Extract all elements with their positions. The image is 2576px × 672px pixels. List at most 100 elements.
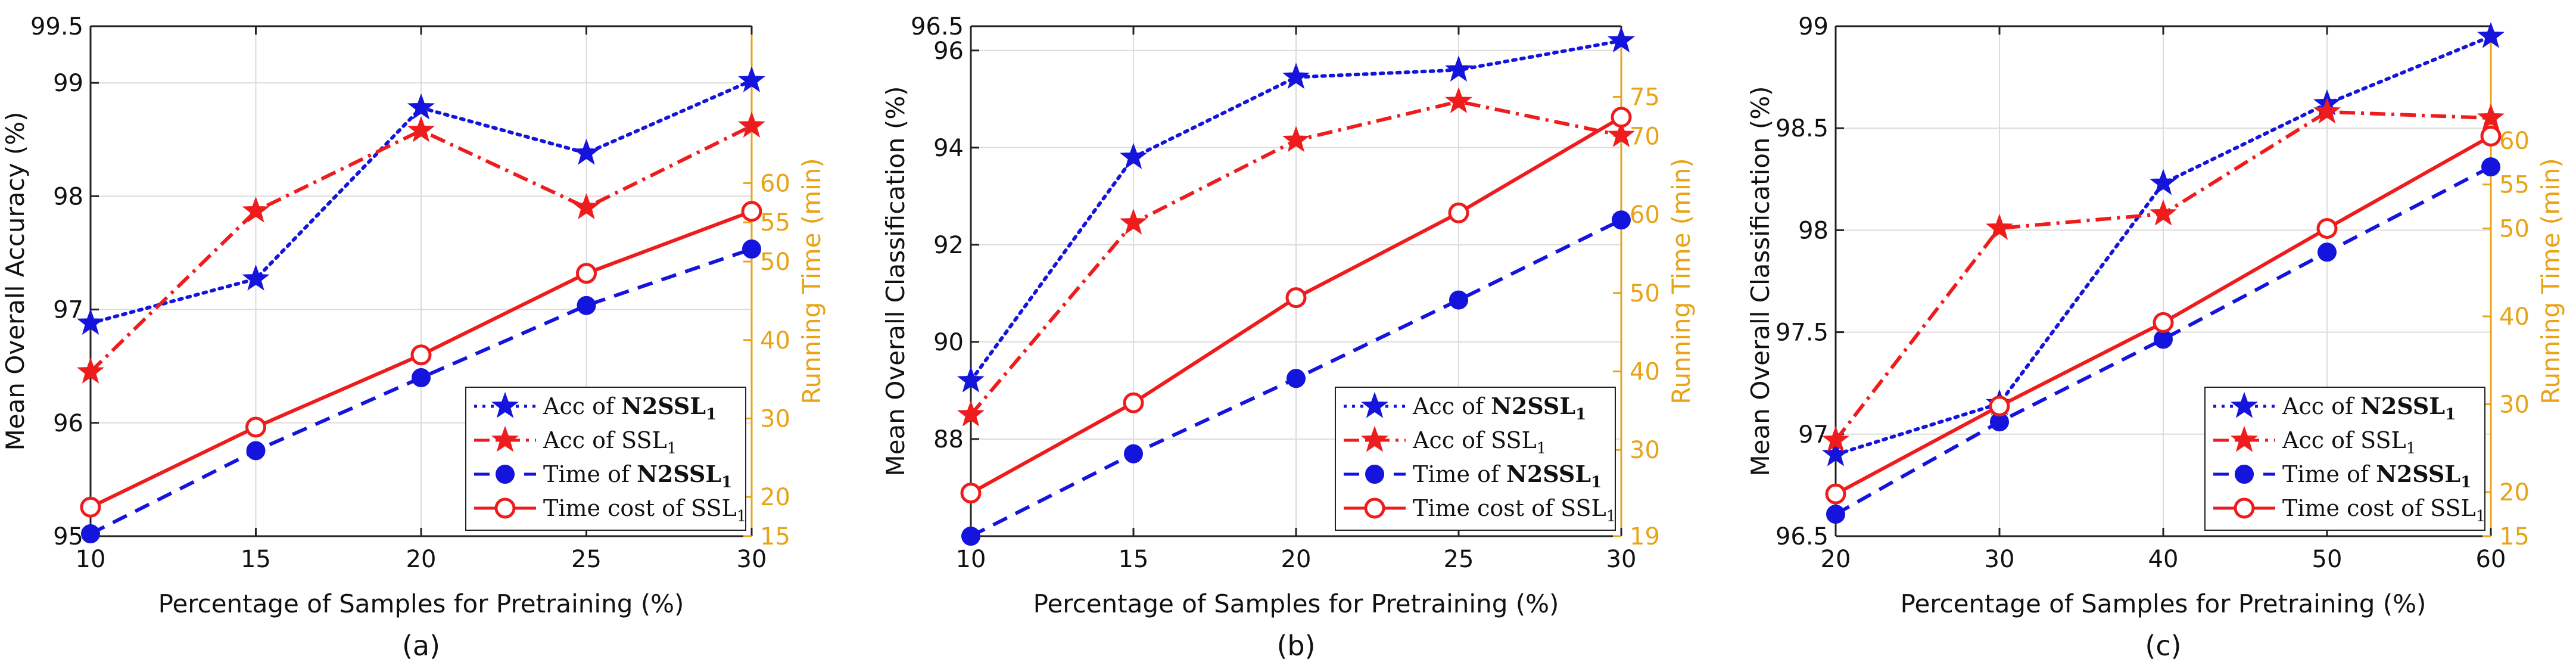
panel-caption: (c) — [2145, 630, 2181, 662]
data-point-s0-4 — [738, 66, 765, 92]
x-tick-label: 30 — [1985, 546, 2015, 573]
data-point-s2-3 — [2318, 242, 2337, 262]
data-point-s3-2 — [1285, 287, 1307, 309]
y2-tick-label: 60 — [760, 170, 790, 197]
data-point-s2-3 — [577, 295, 596, 315]
legend-label-text: Time cost of SSL — [2282, 495, 2476, 521]
legend-label-text: Time cost of SSL — [543, 495, 737, 521]
y-tick-label: 96.5 — [911, 13, 964, 41]
data-point-s1-4 — [2477, 103, 2505, 130]
data-point-s1-0 — [77, 357, 104, 384]
data-point-s2-3 — [1449, 290, 1468, 310]
legend-label-subscript: 1 — [721, 474, 732, 491]
y-tick-label: 98.5 — [1776, 115, 1829, 142]
data-point-s3-3 — [576, 263, 597, 284]
legend-marker-1 — [1361, 425, 1388, 452]
legend-marker-3 — [494, 497, 516, 519]
legend-marker-2 — [2235, 465, 2254, 484]
legend-label-text: Time cost of SSL — [1413, 495, 1606, 521]
data-point-s2-2 — [1287, 369, 1306, 388]
y-tick-label: 96 — [933, 38, 964, 65]
y-tick-label: 96.5 — [1776, 523, 1829, 550]
y-tick-label: 88 — [933, 426, 964, 453]
legend-label-2: Time of N2SSL1 — [2282, 461, 2471, 491]
data-point-s1-2 — [1282, 126, 1310, 153]
x-axis-label: Percentage of Samples for Pretraining (%… — [158, 589, 684, 618]
y2-tick-label: 50 — [760, 248, 790, 276]
y2-tick-label: 40 — [760, 327, 790, 354]
data-point-s1-4 — [1608, 121, 1635, 147]
legend-label-1: Acc of SSL1 — [1412, 427, 1546, 458]
y2-tick-label: 40 — [1630, 358, 1660, 385]
y2-tick-label: 30 — [1630, 437, 1660, 464]
legend-marker-2 — [496, 465, 515, 484]
legend-label-subscript: 1 — [2460, 474, 2471, 491]
data-point-s3-0 — [80, 496, 101, 518]
data-point-s1-0 — [957, 400, 985, 427]
legend-label-subscript: 1 — [2445, 406, 2456, 424]
legend-marker-0 — [491, 391, 519, 418]
legend-label-bold: N2SSL — [1506, 461, 1591, 487]
y2-tick-label: 15 — [760, 523, 790, 550]
data-point-s3-2 — [2153, 312, 2174, 333]
data-point-s1-3 — [572, 193, 600, 219]
y2-axis-label: Running Time (min) — [797, 158, 826, 405]
data-point-s2-4 — [1612, 210, 1631, 230]
data-point-s0-0 — [1821, 440, 1850, 466]
y-axis-label: Mean Overall Classification (%) — [881, 86, 910, 476]
y-tick-label: 99.5 — [30, 13, 83, 41]
legend-label-text: Acc of — [2282, 393, 2360, 419]
series-line-1 — [89, 124, 753, 374]
y2-axis-label: Running Time (min) — [2536, 158, 2565, 405]
y-tick-label: 99 — [1798, 13, 1829, 41]
data-point-s2-4 — [742, 239, 761, 259]
legend-label-subscript: 1 — [706, 406, 717, 424]
data-point-s0-2 — [1282, 63, 1310, 89]
legend-marker-1 — [491, 425, 519, 452]
data-point-s1-2 — [407, 116, 435, 142]
legend-label-subscript: 1 — [667, 440, 677, 458]
legend-label-text: Acc of SSL — [2282, 427, 2406, 453]
data-point-s1-0 — [1822, 425, 1849, 452]
data-point-s1-1 — [1986, 213, 2013, 240]
legend-label-subscript: 1 — [1537, 440, 1547, 458]
legend-marker-0 — [1361, 391, 1388, 418]
y-tick-label: 97.5 — [1776, 319, 1829, 347]
y2-tick-label: 50 — [1630, 280, 1660, 307]
y-tick-label: 95 — [53, 523, 83, 550]
legend-label-subscript: 1 — [2406, 440, 2416, 458]
x-tick-label: 30 — [1606, 546, 1637, 573]
legend-label-subscript: 1 — [1591, 474, 1602, 491]
data-point-s1-2 — [2150, 199, 2177, 226]
data-point-s3-4 — [1611, 107, 1632, 128]
legend-marker-0 — [2231, 391, 2258, 418]
x-tick-label: 20 — [406, 546, 437, 573]
data-point-s3-4 — [2480, 125, 2502, 147]
x-axis-label: Percentage of Samples for Pretraining (%… — [1033, 589, 1559, 618]
legend-label-subscript: 1 — [1575, 406, 1586, 424]
legend-label-3: Time cost of SSL1 — [1413, 495, 1616, 525]
legend-label-subscript: 1 — [1606, 508, 1616, 525]
y2-tick-label: 20 — [760, 484, 790, 511]
x-tick-label: 30 — [737, 546, 767, 573]
legend-label-bold: N2SSL — [1491, 393, 1575, 419]
data-point-s1-1 — [1120, 208, 1147, 235]
series-line-2 — [1834, 165, 2492, 516]
data-point-s0-4 — [1607, 26, 1636, 53]
data-point-s0-1 — [242, 264, 270, 291]
legend-marker-1 — [2231, 425, 2258, 452]
y2-tick-label: 19 — [1630, 523, 1660, 550]
data-point-s3-0 — [1825, 483, 1846, 505]
x-tick-label: 40 — [2148, 546, 2179, 573]
legend-label-text: Acc of SSL — [1412, 427, 1537, 453]
data-point-s0-0 — [77, 309, 104, 335]
y2-tick-label: 55 — [760, 209, 790, 237]
legend-label-1: Acc of SSL1 — [2282, 427, 2416, 458]
y2-axis-label: Running Time (min) — [1667, 158, 1696, 405]
data-point-s3-1 — [1989, 396, 2010, 417]
legend-label-bold: N2SSL — [637, 461, 721, 487]
legend-label-3: Time cost of SSL1 — [543, 495, 746, 525]
legend-label-text: Acc of SSL — [543, 427, 667, 453]
